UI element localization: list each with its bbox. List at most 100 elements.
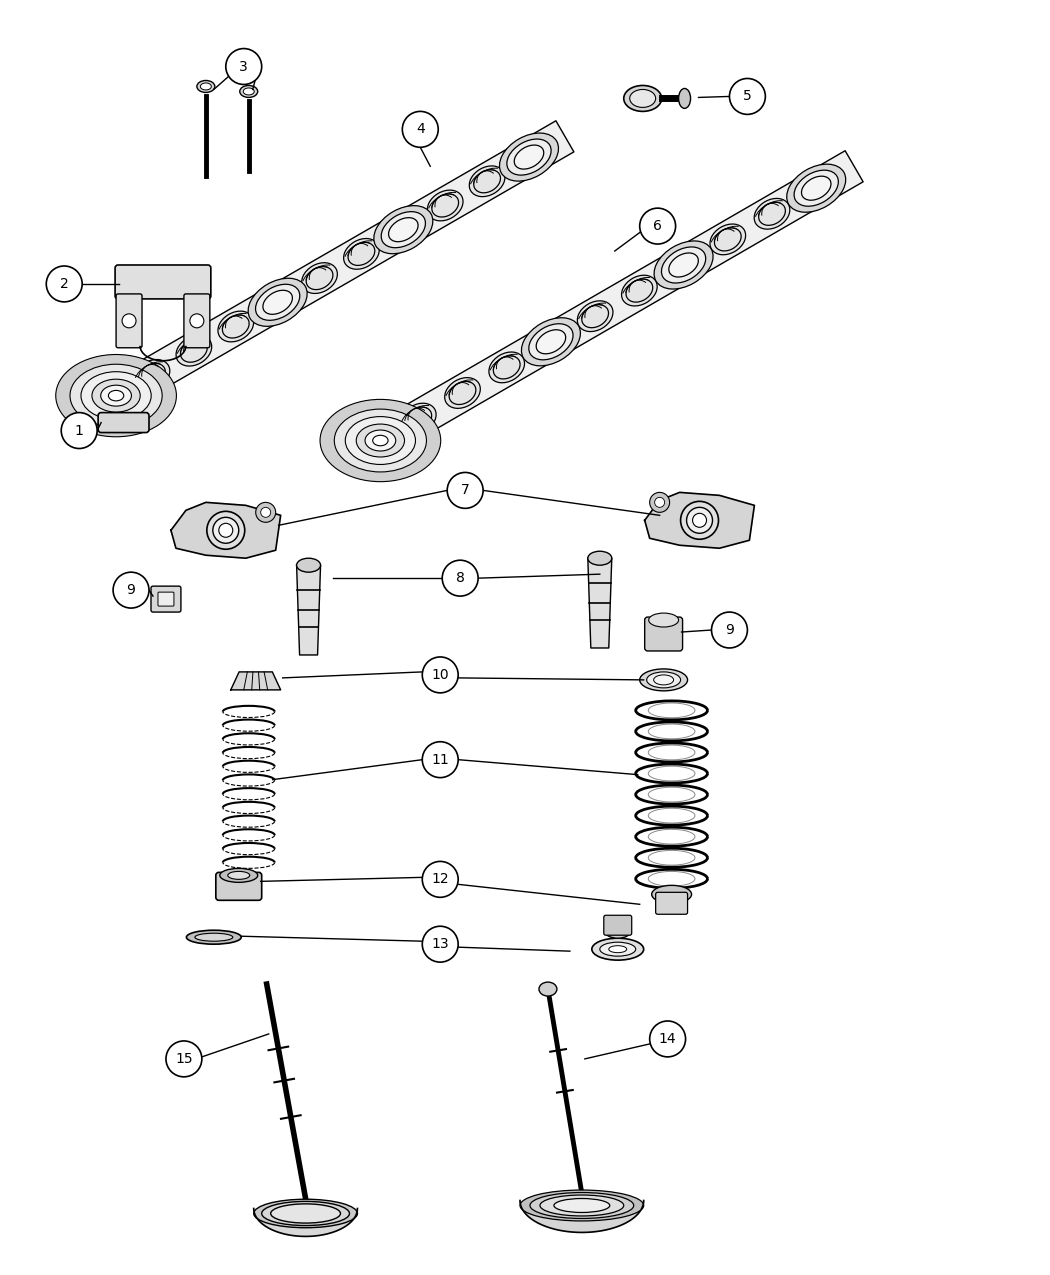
Ellipse shape bbox=[56, 354, 176, 437]
Polygon shape bbox=[588, 558, 612, 648]
FancyBboxPatch shape bbox=[184, 295, 210, 348]
Ellipse shape bbox=[803, 177, 830, 200]
Ellipse shape bbox=[259, 287, 295, 317]
Circle shape bbox=[61, 413, 98, 449]
Ellipse shape bbox=[176, 335, 212, 366]
Text: 14: 14 bbox=[658, 1031, 676, 1046]
Circle shape bbox=[190, 314, 204, 328]
Ellipse shape bbox=[223, 315, 249, 338]
Ellipse shape bbox=[533, 326, 569, 357]
Ellipse shape bbox=[647, 672, 680, 689]
Ellipse shape bbox=[70, 365, 162, 427]
Ellipse shape bbox=[578, 301, 613, 332]
Ellipse shape bbox=[405, 407, 432, 430]
Ellipse shape bbox=[255, 284, 300, 320]
Circle shape bbox=[113, 572, 149, 608]
Ellipse shape bbox=[666, 250, 701, 280]
Ellipse shape bbox=[801, 176, 831, 200]
Ellipse shape bbox=[201, 83, 211, 91]
Circle shape bbox=[256, 502, 276, 523]
Ellipse shape bbox=[592, 938, 644, 960]
Ellipse shape bbox=[687, 507, 713, 533]
Circle shape bbox=[166, 1040, 202, 1077]
Circle shape bbox=[122, 314, 136, 328]
Text: 9: 9 bbox=[127, 583, 135, 597]
Ellipse shape bbox=[343, 238, 379, 269]
Ellipse shape bbox=[81, 372, 151, 419]
Ellipse shape bbox=[759, 203, 785, 226]
Ellipse shape bbox=[469, 166, 505, 196]
Circle shape bbox=[422, 926, 458, 963]
Ellipse shape bbox=[507, 139, 551, 175]
Ellipse shape bbox=[714, 228, 741, 251]
Ellipse shape bbox=[248, 278, 308, 326]
Text: 2: 2 bbox=[60, 277, 68, 291]
Ellipse shape bbox=[261, 1201, 350, 1225]
Ellipse shape bbox=[670, 254, 697, 277]
Ellipse shape bbox=[374, 205, 433, 254]
Text: 5: 5 bbox=[743, 89, 752, 103]
Polygon shape bbox=[372, 150, 863, 456]
Ellipse shape bbox=[381, 212, 425, 247]
Polygon shape bbox=[645, 492, 754, 548]
Ellipse shape bbox=[582, 305, 609, 328]
Ellipse shape bbox=[390, 218, 417, 241]
Ellipse shape bbox=[489, 352, 525, 382]
Ellipse shape bbox=[649, 613, 678, 627]
Ellipse shape bbox=[345, 417, 416, 464]
Circle shape bbox=[650, 492, 670, 513]
Text: 12: 12 bbox=[432, 872, 449, 886]
Ellipse shape bbox=[639, 669, 688, 691]
Circle shape bbox=[442, 560, 478, 597]
Circle shape bbox=[422, 862, 458, 898]
FancyBboxPatch shape bbox=[216, 872, 261, 900]
Text: 1: 1 bbox=[75, 423, 84, 437]
Ellipse shape bbox=[622, 275, 657, 306]
Ellipse shape bbox=[262, 291, 292, 315]
Circle shape bbox=[730, 79, 765, 115]
Circle shape bbox=[402, 111, 438, 148]
Circle shape bbox=[46, 266, 82, 302]
Ellipse shape bbox=[385, 214, 421, 245]
Polygon shape bbox=[171, 502, 280, 558]
Ellipse shape bbox=[554, 1198, 610, 1213]
FancyBboxPatch shape bbox=[98, 413, 149, 432]
Ellipse shape bbox=[348, 242, 375, 265]
Ellipse shape bbox=[516, 145, 543, 168]
Ellipse shape bbox=[624, 85, 662, 111]
Ellipse shape bbox=[196, 80, 215, 93]
Ellipse shape bbox=[693, 514, 707, 528]
Ellipse shape bbox=[219, 868, 257, 882]
Ellipse shape bbox=[530, 1192, 634, 1219]
Ellipse shape bbox=[181, 339, 207, 362]
Circle shape bbox=[654, 497, 665, 507]
Polygon shape bbox=[107, 121, 574, 411]
Ellipse shape bbox=[218, 311, 254, 342]
Polygon shape bbox=[520, 1201, 644, 1233]
Ellipse shape bbox=[271, 1204, 340, 1223]
Ellipse shape bbox=[652, 885, 692, 903]
Ellipse shape bbox=[798, 173, 834, 204]
FancyBboxPatch shape bbox=[117, 295, 142, 348]
Ellipse shape bbox=[239, 85, 257, 97]
Ellipse shape bbox=[187, 931, 242, 945]
FancyBboxPatch shape bbox=[151, 586, 181, 612]
Ellipse shape bbox=[320, 399, 441, 482]
Ellipse shape bbox=[605, 924, 631, 938]
Ellipse shape bbox=[265, 291, 291, 314]
Ellipse shape bbox=[514, 145, 544, 170]
FancyBboxPatch shape bbox=[655, 892, 688, 914]
Ellipse shape bbox=[134, 360, 170, 390]
Ellipse shape bbox=[108, 390, 124, 400]
Ellipse shape bbox=[537, 330, 566, 353]
Ellipse shape bbox=[365, 430, 396, 451]
Ellipse shape bbox=[529, 324, 573, 360]
Ellipse shape bbox=[195, 933, 233, 941]
Ellipse shape bbox=[754, 199, 790, 230]
Ellipse shape bbox=[662, 247, 706, 283]
Circle shape bbox=[712, 612, 748, 648]
Ellipse shape bbox=[101, 385, 131, 407]
Ellipse shape bbox=[522, 317, 581, 366]
Ellipse shape bbox=[654, 241, 713, 289]
Ellipse shape bbox=[669, 252, 698, 277]
